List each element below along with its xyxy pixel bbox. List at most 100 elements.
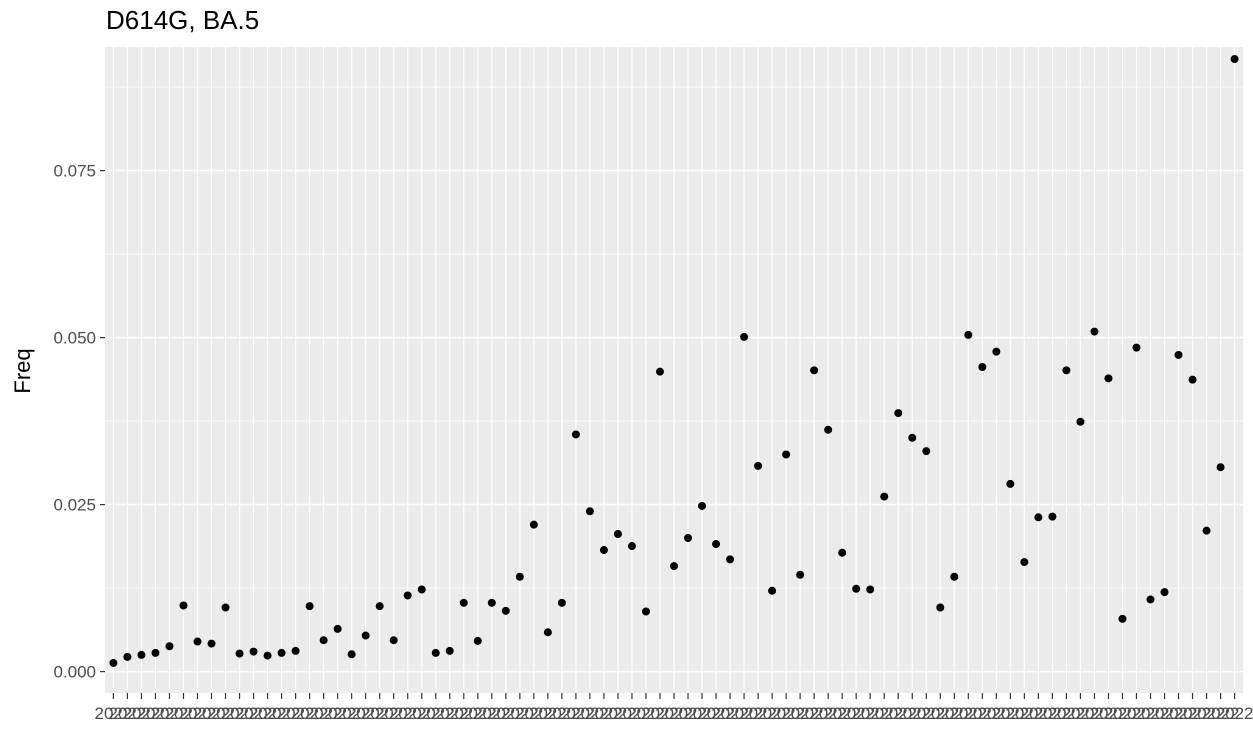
data-point [431,648,440,657]
x-tick-label: 2022 [907,704,945,723]
data-point [193,637,202,646]
data-point [1006,479,1015,488]
x-tick-label: 2022 [221,704,259,723]
data-point [698,501,707,510]
x-tick-label: 2022 [795,704,833,723]
major-gridlines [105,47,1243,693]
data-point [810,366,819,375]
data-point [557,598,566,607]
data-point [908,433,917,442]
y-tick-label: 0.075 [53,162,96,181]
x-tick-label: 2022 [1062,704,1100,723]
data-point [712,540,721,549]
data-point [670,562,678,571]
x-tick-label: 2022 [1160,704,1198,723]
data-point [726,555,735,564]
x-tick-label: 2022 [515,704,553,723]
x-tick-label: 2022 [277,704,315,723]
x-tick-label: 2022 [1146,704,1184,723]
x-tick-label: 2022 [1104,704,1142,723]
x-tick-label: 2022 [865,704,903,723]
x-tick-label: 2022 [417,704,455,723]
x-tick-label: 2022 [879,704,917,723]
x-tick-label: 2022 [389,704,427,723]
x-tick-label: 2022 [207,704,245,723]
data-point [1048,512,1057,521]
data-point [151,648,160,657]
x-tick-label: 2022 [291,704,329,723]
x-tick-label: 2022 [893,704,931,723]
x-tick-label: 2022 [571,704,609,723]
x-tick-label: 2022 [137,704,175,723]
x-tick-label: 2022 [1132,704,1170,723]
x-tick-label: 2022 [543,704,581,723]
data-point [179,601,188,610]
data-point [754,461,763,470]
y-tick-label: 0.000 [53,663,96,682]
data-point [684,534,693,543]
data-point [866,585,875,594]
data-point [123,652,132,661]
x-tick-label: 2022 [1202,704,1240,723]
x-tick-label: 2022 [305,704,343,723]
x-tick-label: 2022 [501,704,539,723]
x-tick-label: 2022 [235,704,273,723]
data-point [950,572,959,581]
x-tick-label: 2022 [585,704,623,723]
data-point [992,347,1001,356]
x-tick-label: 2022 [319,704,357,723]
x-tick-label: 2022 [347,704,385,723]
data-point [445,646,454,655]
data-point [277,648,286,657]
data-point [838,548,847,557]
x-tick-label: 2022 [123,704,161,723]
data-point [347,650,356,659]
data-point [1132,343,1141,352]
data-points [109,55,1239,667]
data-point [403,591,412,600]
data-point [291,646,300,655]
x-tick-label: 2022 [403,704,441,723]
data-point [473,636,482,645]
data-point [1146,595,1155,604]
data-point [487,598,496,607]
data-point [599,546,608,555]
data-point [543,628,552,637]
data-point [796,570,805,579]
y-axis-label: Freq [10,348,35,393]
data-point [375,602,384,611]
data-point [319,636,328,645]
data-point [305,602,314,611]
y-axis: 0.000 0.025 0.050 0.075 [53,162,105,682]
data-point [221,603,230,612]
x-tick-label: 2022 [739,704,777,723]
x-tick-label: 2022 [809,704,847,723]
x-tick-label: 2022 [179,704,217,723]
data-point [978,362,987,371]
data-point [1118,614,1127,623]
x-tick-label: 2022 [655,704,693,723]
x-tick-label: 2022 [711,704,749,723]
data-point [964,330,973,339]
x-tick-label: 2022 [683,704,721,723]
x-tick-label: 2022 [851,704,889,723]
data-point [1216,463,1225,472]
x-tick-label: 2022 [1188,704,1226,723]
x-tick-label: 2022 [333,704,371,723]
x-tick-label: 2022 [263,704,301,723]
data-point [529,520,538,529]
x-tick-label: 2022 [963,704,1001,723]
x-tick-label: 2022 [767,704,805,723]
x-tick-label: 2022 [1005,704,1043,723]
x-tick-label: 2022 [949,704,987,723]
data-point [417,585,426,594]
x-tick-label: 2022 [1090,704,1128,723]
data-point [768,586,777,595]
x-tick-label: 2022 [487,704,525,723]
x-tick-label: 2022 [1174,704,1212,723]
data-point [740,332,749,341]
y-tick-label: 0.025 [53,496,96,515]
data-point [1034,513,1043,522]
x-tick-label: 2022 [151,704,189,723]
